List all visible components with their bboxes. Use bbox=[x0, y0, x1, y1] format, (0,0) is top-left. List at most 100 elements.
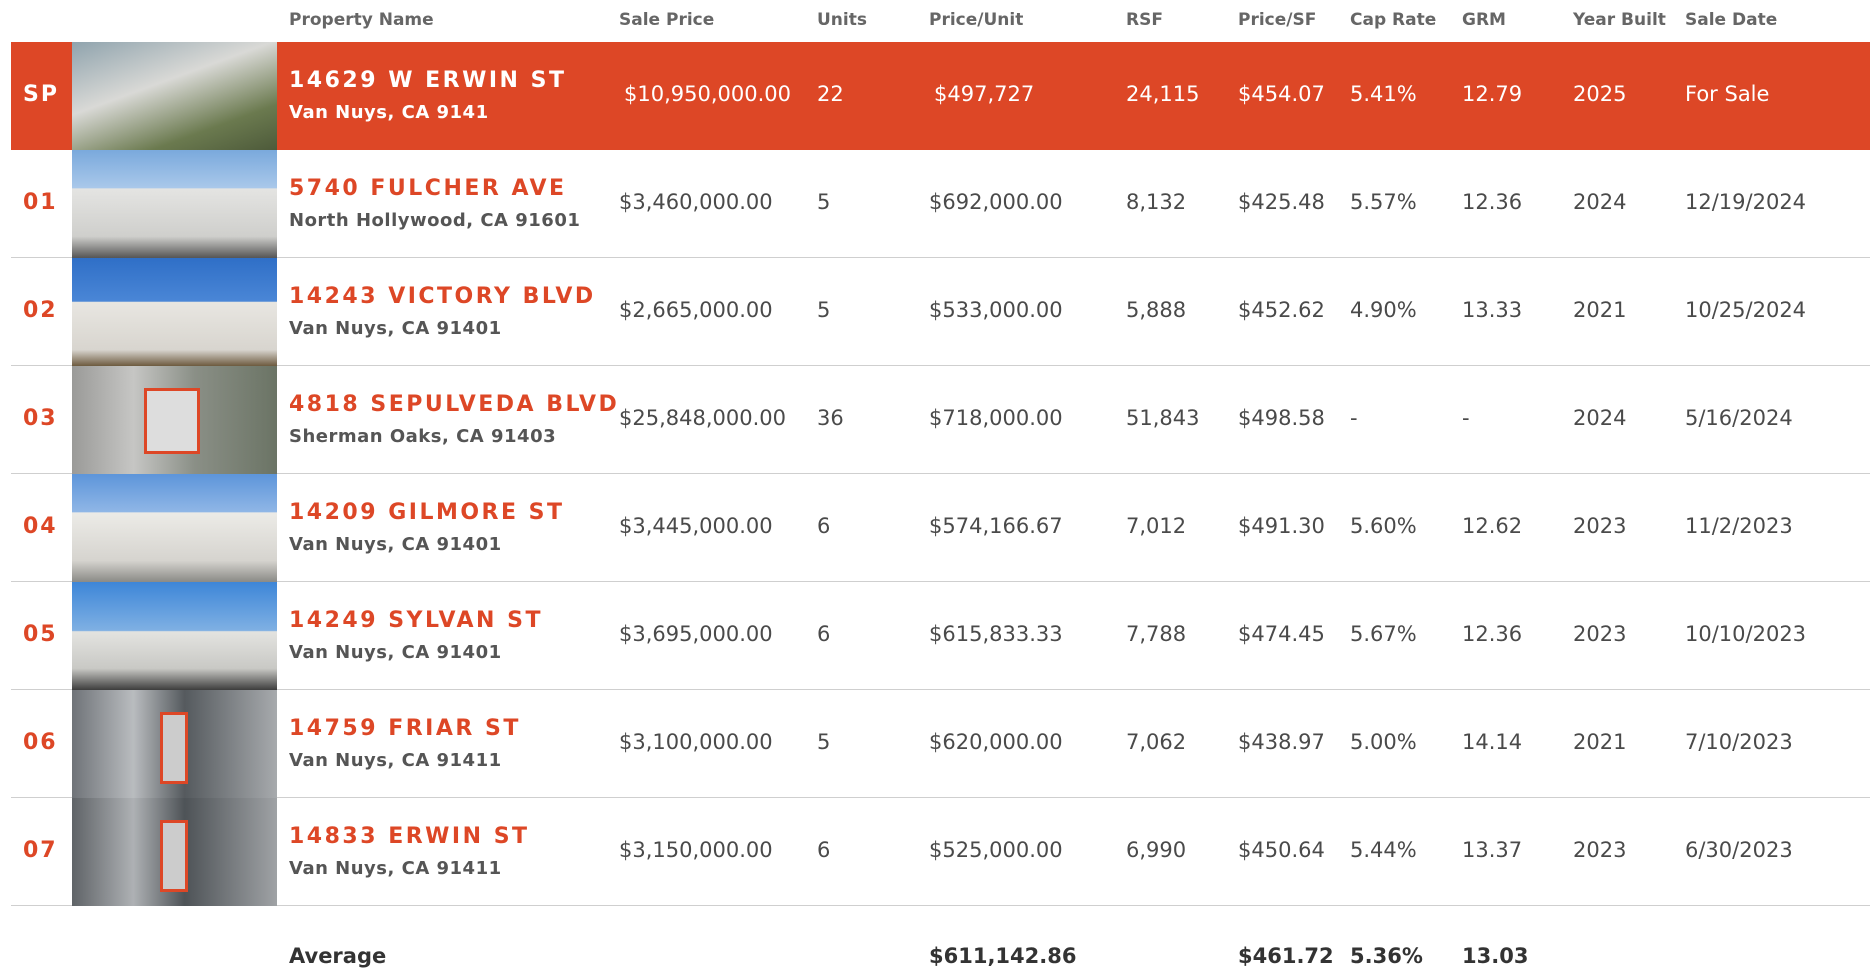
cell: $620,000.00 bbox=[929, 730, 1063, 754]
cell: $454.07 bbox=[1238, 82, 1325, 106]
property-photo bbox=[72, 474, 277, 582]
cell: 12.62 bbox=[1462, 514, 1523, 538]
property-photo bbox=[72, 150, 277, 258]
cell: 24,115 bbox=[1126, 82, 1200, 106]
property-photo bbox=[72, 42, 277, 150]
cell: 6 bbox=[817, 622, 831, 646]
cell: $692,000.00 bbox=[929, 190, 1063, 214]
row-id: 02 bbox=[23, 298, 58, 323]
cell: 2023 bbox=[1573, 622, 1627, 646]
cell: 13.33 bbox=[1462, 298, 1523, 322]
cell: $450.64 bbox=[1238, 838, 1325, 862]
cell: $3,445,000.00 bbox=[619, 514, 773, 538]
column-header: Year Built bbox=[1573, 10, 1666, 30]
cell: 51,843 bbox=[1126, 406, 1200, 430]
cell: 12.79 bbox=[1462, 82, 1523, 106]
cell: 2023 bbox=[1573, 514, 1627, 538]
cell: 2025 bbox=[1573, 82, 1627, 106]
property-address: Van Nuys, CA 91401 bbox=[289, 534, 502, 555]
property-name: 14209 GILMORE ST bbox=[289, 500, 565, 525]
property-photo bbox=[72, 798, 277, 906]
cell: $574,166.67 bbox=[929, 514, 1063, 538]
table-row[interactable]: 07 14833 ERWIN ST Van Nuys, CA 91411 $3,150… bbox=[11, 798, 1870, 906]
property-address: Van Nuys, CA 91411 bbox=[289, 858, 502, 879]
cell: 5.60% bbox=[1350, 514, 1417, 538]
property-name: 5740 FULCHER AVE bbox=[289, 176, 567, 201]
cell: 5 bbox=[817, 730, 831, 754]
cell: $3,150,000.00 bbox=[619, 838, 773, 862]
property-address: Van Nuys, CA 91411 bbox=[289, 750, 502, 771]
cell: 7/10/2023 bbox=[1685, 730, 1793, 754]
cell: $497,727 bbox=[934, 82, 1035, 106]
property-address: Van Nuys, CA 91401 bbox=[289, 642, 502, 663]
cell: 7,012 bbox=[1126, 514, 1187, 538]
cell: $438.97 bbox=[1238, 730, 1325, 754]
property-photo bbox=[72, 582, 277, 690]
cell: 5.41% bbox=[1350, 82, 1417, 106]
row-id: 07 bbox=[23, 838, 58, 863]
cell: - bbox=[1350, 406, 1358, 430]
average-grm: 13.03 bbox=[1462, 944, 1529, 968]
table-row[interactable]: 05 14249 SYLVAN ST Van Nuys, CA 91401 $3,69… bbox=[11, 582, 1870, 690]
cell: $10,950,000.00 bbox=[624, 82, 791, 106]
cell: 12.36 bbox=[1462, 190, 1523, 214]
cell: 22 bbox=[817, 82, 844, 106]
average-price-per-unit: $611,142.86 bbox=[929, 944, 1077, 968]
cell: 11/2/2023 bbox=[1685, 514, 1793, 538]
cell: 8,132 bbox=[1126, 190, 1187, 214]
property-address: Van Nuys, CA 9141 bbox=[289, 102, 489, 123]
cell: 12.36 bbox=[1462, 622, 1523, 646]
property-address: North Hollywood, CA 91601 bbox=[289, 210, 581, 231]
cell: 6 bbox=[817, 838, 831, 862]
cell: 2021 bbox=[1573, 730, 1627, 754]
column-header: Cap Rate bbox=[1350, 10, 1437, 30]
column-header: Price/Unit bbox=[929, 10, 1024, 30]
cell: $498.58 bbox=[1238, 406, 1325, 430]
row-id: 04 bbox=[23, 514, 58, 539]
column-header: Sale Price bbox=[619, 10, 715, 30]
table-row[interactable]: 04 14209 GILMORE ST Van Nuys, CA 91401 $3,4… bbox=[11, 474, 1870, 582]
property-name: 14249 SYLVAN ST bbox=[289, 608, 543, 633]
cell: 5.57% bbox=[1350, 190, 1417, 214]
table-row[interactable]: 03 4818 SEPULVEDA BLVD Sherman Oaks, CA 91… bbox=[11, 366, 1870, 474]
property-name: 14833 ERWIN ST bbox=[289, 824, 530, 849]
cell: 10/25/2024 bbox=[1685, 298, 1807, 322]
cell: $3,695,000.00 bbox=[619, 622, 773, 646]
row-id: 01 bbox=[23, 190, 58, 215]
property-address: Sherman Oaks, CA 91403 bbox=[289, 426, 557, 447]
table-row[interactable]: SP 14629 W ERWIN ST Van Nuys, CA 9141 $10,9… bbox=[11, 42, 1870, 150]
column-header: Price/SF bbox=[1238, 10, 1317, 30]
cell: 6/30/2023 bbox=[1685, 838, 1793, 862]
row-id: 05 bbox=[23, 622, 58, 647]
cell: $615,833.33 bbox=[929, 622, 1063, 646]
cell: $533,000.00 bbox=[929, 298, 1063, 322]
table-row[interactable]: 06 14759 FRIAR ST Van Nuys, CA 91411 $3,100… bbox=[11, 690, 1870, 798]
cell: 7,062 bbox=[1126, 730, 1187, 754]
cell: 5 bbox=[817, 298, 831, 322]
cell: - bbox=[1462, 406, 1470, 430]
cell: 14.14 bbox=[1462, 730, 1523, 754]
cell: 12/19/2024 bbox=[1685, 190, 1807, 214]
property-address: Van Nuys, CA 91401 bbox=[289, 318, 502, 339]
cell: 5.44% bbox=[1350, 838, 1417, 862]
property-photo bbox=[72, 366, 277, 474]
average-label: Average bbox=[289, 944, 387, 968]
cell: 5/16/2024 bbox=[1685, 406, 1793, 430]
cell: 2023 bbox=[1573, 838, 1627, 862]
table-row[interactable]: 01 5740 FULCHER AVE North Hollywood, CA 91… bbox=[11, 150, 1870, 258]
property-name: 14759 FRIAR ST bbox=[289, 716, 521, 741]
column-header: Sale Date bbox=[1685, 10, 1778, 30]
cell: $25,848,000.00 bbox=[619, 406, 786, 430]
cell: 36 bbox=[817, 406, 844, 430]
column-header: Units bbox=[817, 10, 867, 30]
cell: $452.62 bbox=[1238, 298, 1325, 322]
table-row[interactable]: 02 14243 VICTORY BLVD Van Nuys, CA 91401 $2… bbox=[11, 258, 1870, 366]
cell: $2,665,000.00 bbox=[619, 298, 773, 322]
cell: For Sale bbox=[1685, 82, 1770, 106]
row-id: SP bbox=[23, 82, 59, 107]
cell: $425.48 bbox=[1238, 190, 1325, 214]
cell: 6 bbox=[817, 514, 831, 538]
cell: $474.45 bbox=[1238, 622, 1325, 646]
property-photo bbox=[72, 690, 277, 798]
